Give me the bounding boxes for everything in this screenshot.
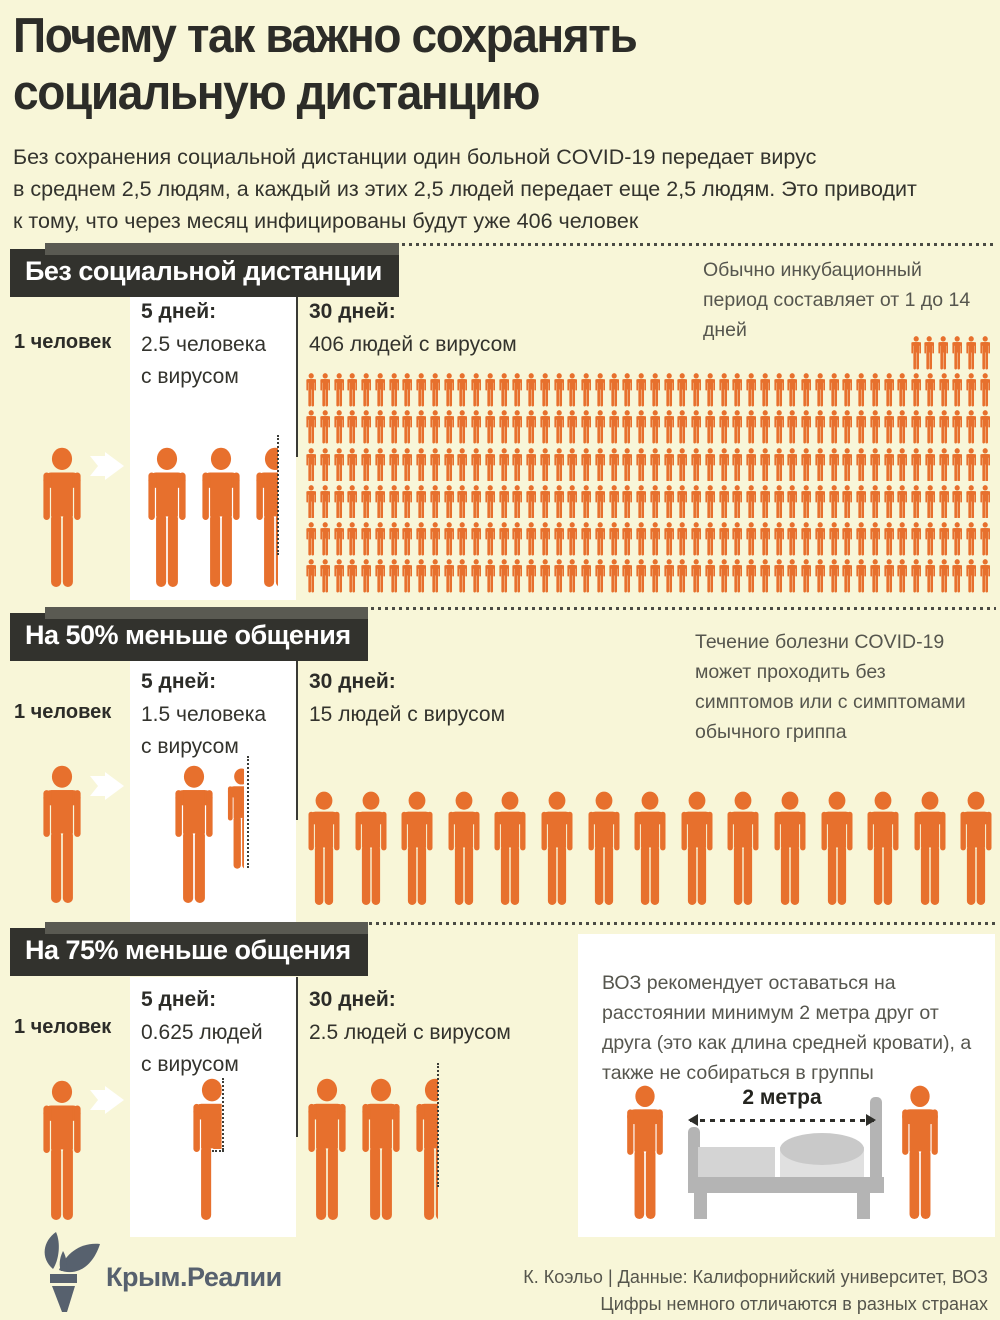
- person-icon: [38, 765, 86, 903]
- fraction-cut-line: [277, 435, 279, 555]
- column-divider-line: [296, 292, 298, 457]
- section-header-no-distance: Без социальной дистанции: [10, 243, 399, 297]
- day30-caption: 30 дней: 15 людей с вирусом: [309, 670, 506, 726]
- section-divider-dotted: [336, 607, 996, 610]
- fraction-cut-line: [212, 1150, 224, 1152]
- day5-caption: 5 дней: 2.5 человека с вирусом: [141, 300, 267, 388]
- torch-logo-icon: [26, 1231, 102, 1313]
- fraction-cut-line: [437, 1063, 439, 1187]
- start-count-label: 1 человек: [14, 1016, 112, 1038]
- start-count-label: 1 человек: [14, 331, 112, 353]
- day30-infected-pictogram-row: [304, 791, 996, 905]
- title-line-1: Почему так важно сохранять: [13, 9, 638, 63]
- bed-icon: [680, 1093, 892, 1225]
- title-line-2: социальную дистанцию: [13, 66, 540, 120]
- day30-infected-pictogram: [303, 1078, 438, 1220]
- day30-caption: 30 дней: 2.5 людей с вирусом: [309, 988, 511, 1044]
- day5-infected-pictogram: [170, 765, 244, 903]
- arrow-right-icon: [90, 452, 124, 480]
- day5-caption: 5 дней: 1.5 человека с вирусом: [141, 670, 267, 758]
- symptoms-note: Течение болезни COVID-19 может проходить…: [695, 631, 966, 743]
- double-arrow-icon: [688, 1114, 876, 1126]
- section-header-50-percent: На 50% меньше общения: [10, 607, 368, 661]
- column-divider-line: [296, 977, 298, 1137]
- arrow-right-icon: [90, 1086, 124, 1114]
- credits: К. Коэльо | Данные: Калифорнийский униве…: [523, 1264, 988, 1318]
- fraction-person-pictogram: [188, 1078, 236, 1220]
- credit-line-disclaimer: Цифры немного отличаются в разных страна…: [600, 1294, 988, 1314]
- day5-caption: 5 дней: 0.625 людей с вирусом: [141, 988, 263, 1076]
- section-header-75-percent: На 75% меньше общения: [10, 922, 368, 976]
- person-icon: [622, 1085, 668, 1219]
- section-divider-dotted: [360, 243, 996, 246]
- column-divider-line: [296, 660, 298, 820]
- distance-measure-arrow: 2 метра: [688, 1086, 876, 1126]
- intro-text: Без сохранения социальной дистанции один…: [13, 145, 917, 233]
- incubation-period-note: Обычно инкубационный период составляет о…: [703, 259, 971, 341]
- credit-line-author: К. Коэльо | Данные: Калифорнийский униве…: [523, 1267, 988, 1287]
- logo-text: Крым.Реалии: [106, 1262, 282, 1292]
- distance-label: 2 метра: [742, 1086, 822, 1109]
- day5-infected-pictogram: [143, 447, 278, 587]
- person-icon: [38, 1080, 86, 1220]
- day5-panel: [130, 660, 296, 928]
- who-recommendation-note: ВОЗ рекомендует оставаться на расстоянии…: [602, 972, 972, 1084]
- day30-caption: 30 дней: 406 людей с вирусом: [309, 300, 517, 356]
- fraction-cut-line: [222, 1078, 224, 1150]
- arrow-right-icon: [90, 772, 124, 800]
- person-icon: [897, 1085, 943, 1219]
- section-divider-dotted: [334, 922, 996, 925]
- start-count-label: 1 человек: [14, 701, 112, 723]
- page-title: Почему так важно сохранять социальную ди…: [13, 8, 638, 122]
- fraction-cut-line: [247, 756, 249, 868]
- person-icon: [38, 447, 86, 587]
- day30-infected-pictogram-grid: [305, 336, 993, 598]
